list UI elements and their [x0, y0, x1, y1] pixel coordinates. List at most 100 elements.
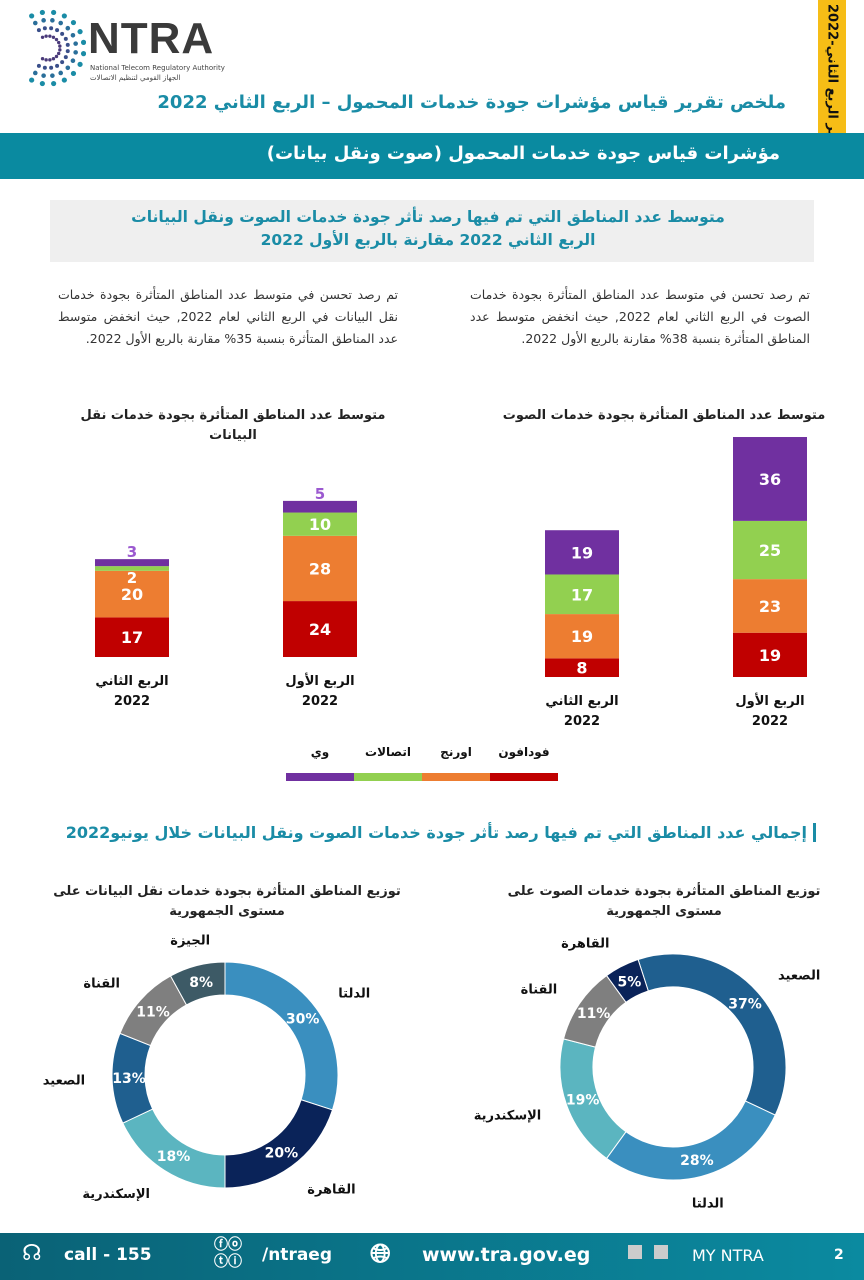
logo-dot	[49, 65, 54, 70]
bar-value-label: 19	[759, 646, 781, 665]
voice-donut-title: توزيع المناطق المتأثرة بجودة خدمات الصوت…	[507, 884, 821, 919]
logo-dot	[60, 60, 65, 65]
logo-dot	[29, 77, 35, 83]
bar-segment	[733, 632, 807, 677]
slice-percent-label: 30%	[286, 1012, 320, 1028]
logo-dot	[58, 70, 64, 76]
logo-dot	[51, 56, 56, 61]
social-handle[interactable]: /ntraeg	[262, 1245, 332, 1265]
legend-label: وي	[311, 745, 329, 760]
logo-dot	[70, 70, 77, 77]
page-number: 2	[834, 1247, 844, 1263]
logo-dot	[61, 77, 67, 83]
logo-dots-icon	[29, 9, 87, 87]
bar-segment	[545, 614, 619, 659]
logo-dot	[63, 55, 68, 60]
footer: ☊ call - 155 ⓕⓞ ⓣⓘ /ntraeg 🌐︎ www.tra.gov…	[0, 1233, 864, 1280]
logo-dot	[39, 80, 45, 87]
globe-icon: 🌐︎	[370, 1239, 391, 1269]
logo-dot	[40, 56, 45, 61]
slice-name-label: القناة	[521, 982, 558, 997]
slice-percent-label: 11%	[136, 1005, 170, 1021]
logo-dot	[44, 34, 48, 38]
bar-value-label: 19	[571, 543, 593, 562]
bar-segment	[545, 574, 619, 615]
bar-value-label: 25	[759, 541, 781, 560]
logo-dot	[56, 51, 61, 56]
logo-dot	[77, 29, 83, 35]
logo-dot	[65, 42, 70, 47]
bar-segment	[95, 570, 169, 618]
logo-dot	[36, 63, 41, 68]
legend-swatch	[422, 773, 490, 781]
logo-dot	[51, 35, 56, 40]
logo-dot	[65, 25, 71, 31]
section1-header	[50, 200, 814, 262]
bar-segment	[283, 512, 357, 536]
logo-dot	[77, 61, 83, 67]
logo-dot	[48, 58, 52, 62]
slice-name-label: الصعيد	[43, 1073, 85, 1088]
logo-dot	[80, 51, 87, 57]
logo-dot	[44, 58, 48, 62]
legend-label: اورنج	[440, 745, 472, 760]
logo-dot	[56, 40, 61, 45]
slice-percent-label: 13%	[112, 1071, 146, 1087]
logo-dot	[61, 13, 67, 19]
app-name: MY NTRA	[692, 1246, 764, 1265]
slice-name-label: الإسكندرية	[82, 1187, 150, 1202]
bar-value-label: 24	[309, 620, 331, 639]
bar-segment	[95, 559, 169, 567]
qr-code-android-icon[interactable]	[654, 1245, 668, 1259]
logo-dot	[54, 54, 59, 59]
bar-value-label: 17	[121, 628, 143, 647]
section2-title: إجمالي عدد المناطق التي تم فيها رصد تأثر…	[66, 823, 816, 842]
bar-value-label: 3	[127, 543, 137, 561]
logo-dot	[58, 20, 64, 26]
section1-title-line2: الربع الثاني 2022 مقارنة بالربع الأول 20…	[260, 231, 596, 249]
donut-charts: 37% الصعيد 28% الدلتا 19% الإسكندرية 11% القناة…	[43, 933, 821, 1211]
logo-dot	[54, 37, 59, 42]
band-title: مؤشرات قياس جودة خدمات المحمول (صوت ونقل…	[266, 143, 780, 164]
logo-dot	[58, 48, 62, 52]
ntra-logo: NTRA National Telecom Regulatory Authori…	[8, 8, 228, 88]
category-label: الربع الأول	[735, 692, 804, 709]
legend-swatch	[490, 773, 558, 781]
slice-percent-label: 5%	[618, 974, 642, 990]
bar-segment	[733, 579, 807, 633]
logo-dot	[42, 26, 47, 31]
website-link[interactable]: www.tra.gov.eg	[422, 1244, 591, 1266]
legend-label: فودافون	[498, 745, 549, 760]
logo-dot	[51, 9, 57, 16]
headset-icon: ☊	[22, 1241, 42, 1266]
category-label: الربع الأول	[285, 672, 354, 689]
logo-arabic: الجهاز القومي لتنظيم الاتصالات	[90, 74, 181, 82]
logo-dot	[70, 58, 76, 64]
bar-segment	[545, 530, 619, 575]
legend-label: اتصالات	[365, 745, 411, 759]
bar-value-label: 36	[759, 470, 781, 489]
slice-name-label: القناة	[83, 976, 120, 991]
category-label: 2022	[302, 694, 338, 709]
logo-dot	[60, 31, 65, 36]
logo-dot	[41, 73, 46, 78]
logo-dot	[55, 63, 60, 68]
qr-code-ios-icon[interactable]	[628, 1245, 642, 1259]
section-band	[0, 133, 864, 179]
logo-dot	[70, 32, 76, 38]
bar-segment	[95, 566, 169, 571]
bar-segment	[733, 437, 807, 521]
section1-title: متوسط عدد المناطق التي تم فيها رصد تأثر …	[118, 206, 738, 252]
donut-slice	[605, 958, 649, 1003]
data-chart-title: متوسط عدد المناطق المتأثرة بجودة خدمات ن…	[80, 408, 386, 443]
bar-value-label: 2	[127, 569, 137, 587]
bar-segment	[283, 535, 357, 602]
logo-dot	[42, 65, 47, 70]
bar-value-label: 20	[121, 585, 143, 604]
call-number[interactable]: call - 155	[64, 1245, 152, 1265]
logo-name: NTRA	[88, 14, 215, 63]
category-label: 2022	[752, 714, 788, 729]
category-label: الربع الثاني	[545, 694, 618, 709]
logo-dot	[32, 20, 38, 26]
logo-dot	[73, 50, 78, 55]
